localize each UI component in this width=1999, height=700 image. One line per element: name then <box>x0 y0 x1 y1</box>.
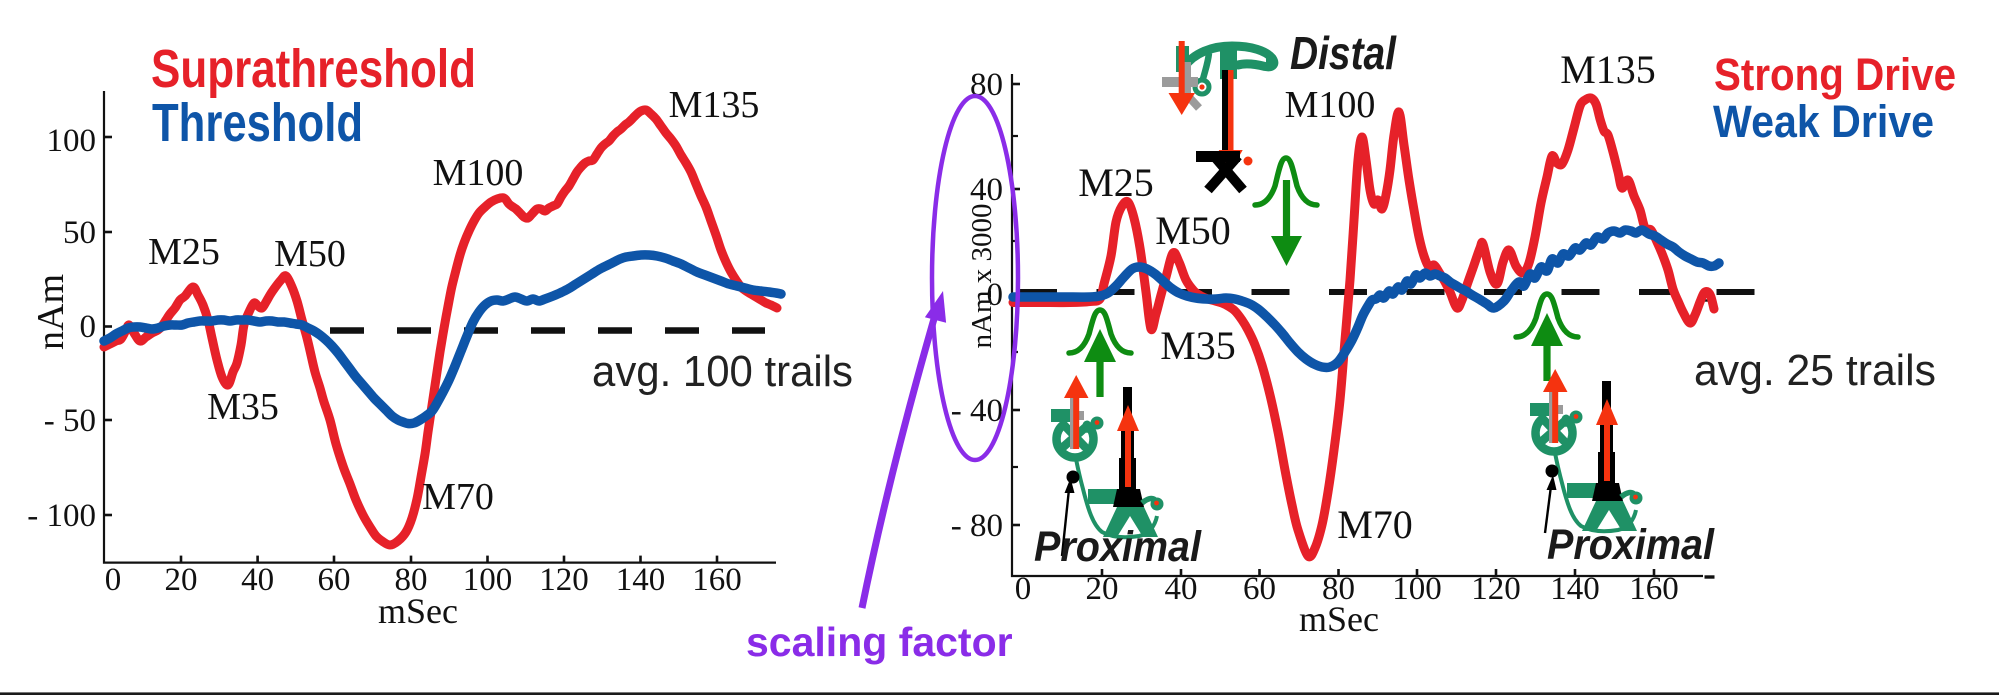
svg-text:Weak Drive: Weak Drive <box>1713 96 1934 147</box>
svg-text:M135: M135 <box>669 84 760 126</box>
svg-text:20: 20 <box>1086 571 1119 607</box>
svg-text:M50: M50 <box>1155 208 1231 253</box>
svg-text:nAm x 3000: nAm x 3000 <box>966 204 998 349</box>
svg-text:100: 100 <box>1392 571 1442 607</box>
svg-text:- 50: - 50 <box>44 403 96 439</box>
svg-text:140: 140 <box>1550 571 1600 607</box>
svg-text:40: 40 <box>241 562 274 598</box>
svg-text:50: 50 <box>63 215 96 251</box>
svg-text:M25: M25 <box>1078 160 1154 205</box>
svg-text:M50: M50 <box>274 233 346 275</box>
svg-text:- 100: - 100 <box>27 498 96 534</box>
svg-text:120: 120 <box>539 562 589 598</box>
svg-text:80: 80 <box>395 562 428 598</box>
svg-text:mSec: mSec <box>1299 599 1379 639</box>
svg-text:0: 0 <box>987 277 1004 313</box>
svg-text:140: 140 <box>616 562 666 598</box>
svg-text:mSec: mSec <box>378 591 458 631</box>
svg-text:nAm: nAm <box>30 274 72 350</box>
svg-text:160: 160 <box>692 562 742 598</box>
svg-text:40: 40 <box>970 172 1003 208</box>
svg-text:M70: M70 <box>422 476 494 518</box>
svg-text:20: 20 <box>165 562 198 598</box>
svg-text:Distal: Distal <box>1290 27 1397 79</box>
svg-text:Strong Drive: Strong Drive <box>1714 49 1956 100</box>
svg-text:40: 40 <box>1165 571 1198 607</box>
svg-text:Threshold: Threshold <box>152 93 363 153</box>
svg-text:Proximal: Proximal <box>1547 521 1715 569</box>
svg-text:60: 60 <box>1243 571 1276 607</box>
svg-text:60: 60 <box>318 562 351 598</box>
svg-text:0: 0 <box>1015 571 1032 607</box>
svg-text:Suprathreshold: Suprathreshold <box>151 39 476 99</box>
svg-text:M70: M70 <box>1337 502 1413 547</box>
svg-text:M100: M100 <box>1285 84 1376 126</box>
svg-text:M135: M135 <box>1560 47 1656 92</box>
svg-text:scaling factor: scaling factor <box>746 619 1013 665</box>
svg-text:M35: M35 <box>1160 323 1236 368</box>
svg-text:100: 100 <box>47 123 97 159</box>
svg-text:0: 0 <box>80 309 97 345</box>
svg-text:- 80: - 80 <box>951 508 1003 544</box>
svg-text:0: 0 <box>105 562 122 598</box>
svg-text:120: 120 <box>1471 571 1521 607</box>
svg-text:M25: M25 <box>148 231 220 273</box>
svg-text:Proximal: Proximal <box>1034 523 1202 571</box>
svg-text:M100: M100 <box>433 152 524 194</box>
svg-text:100: 100 <box>463 562 513 598</box>
svg-text:avg. 25 trails: avg. 25 trails <box>1694 346 1936 395</box>
svg-text:80: 80 <box>1322 571 1355 607</box>
svg-text:160: 160 <box>1629 571 1679 607</box>
svg-text:- 40: - 40 <box>951 393 1003 429</box>
svg-text:avg. 100 trails: avg. 100 trails <box>592 347 853 396</box>
svg-text:M35: M35 <box>207 386 279 428</box>
